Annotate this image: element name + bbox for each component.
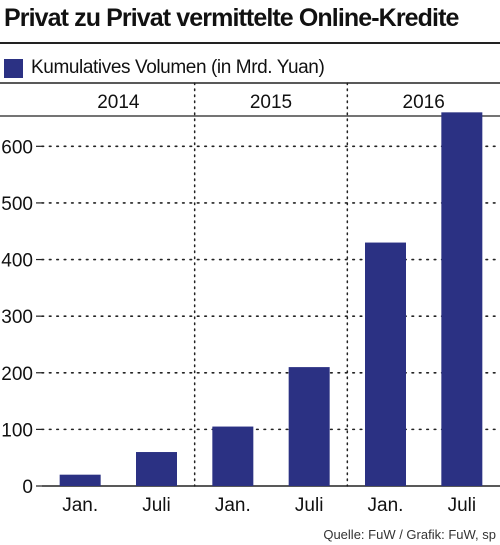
bar <box>441 112 483 486</box>
y-tick-label: 500 <box>1 194 33 215</box>
bar <box>136 452 177 486</box>
source-credit: Quelle: FuW / Grafik: FuW, sp <box>323 527 496 542</box>
y-tick-label: 400 <box>1 251 33 272</box>
x-tick-label: Jan. <box>215 495 251 516</box>
y-tick-label: 200 <box>1 364 33 385</box>
bar <box>212 426 254 486</box>
x-tick-label: Juli <box>142 495 171 516</box>
x-tick-label: Jan. <box>62 495 98 516</box>
y-tick-label: 600 <box>1 137 33 158</box>
x-tick-label: Juli <box>295 495 324 516</box>
chart-title: Privat zu Privat vermittelte Online-Kred… <box>4 4 459 32</box>
bar <box>59 474 101 486</box>
year-label: 2015 <box>250 92 292 113</box>
year-label: 2016 <box>403 92 445 113</box>
year-label: 2014 <box>97 92 140 113</box>
y-tick-label: 300 <box>1 307 33 328</box>
legend-swatch <box>4 58 23 78</box>
legend-label: Kumulatives Volumen (in Mrd. Yuan) <box>31 57 325 78</box>
y-tick-label: 100 <box>1 420 33 441</box>
y-tick-label: 0 <box>22 477 33 498</box>
bar <box>365 242 406 486</box>
legend: Kumulatives Volumen (in Mrd. Yuan) <box>4 55 325 81</box>
bar <box>288 367 330 486</box>
title-rule <box>0 42 500 44</box>
x-tick-label: Juli <box>448 495 477 516</box>
x-tick-label: Jan. <box>368 495 404 516</box>
